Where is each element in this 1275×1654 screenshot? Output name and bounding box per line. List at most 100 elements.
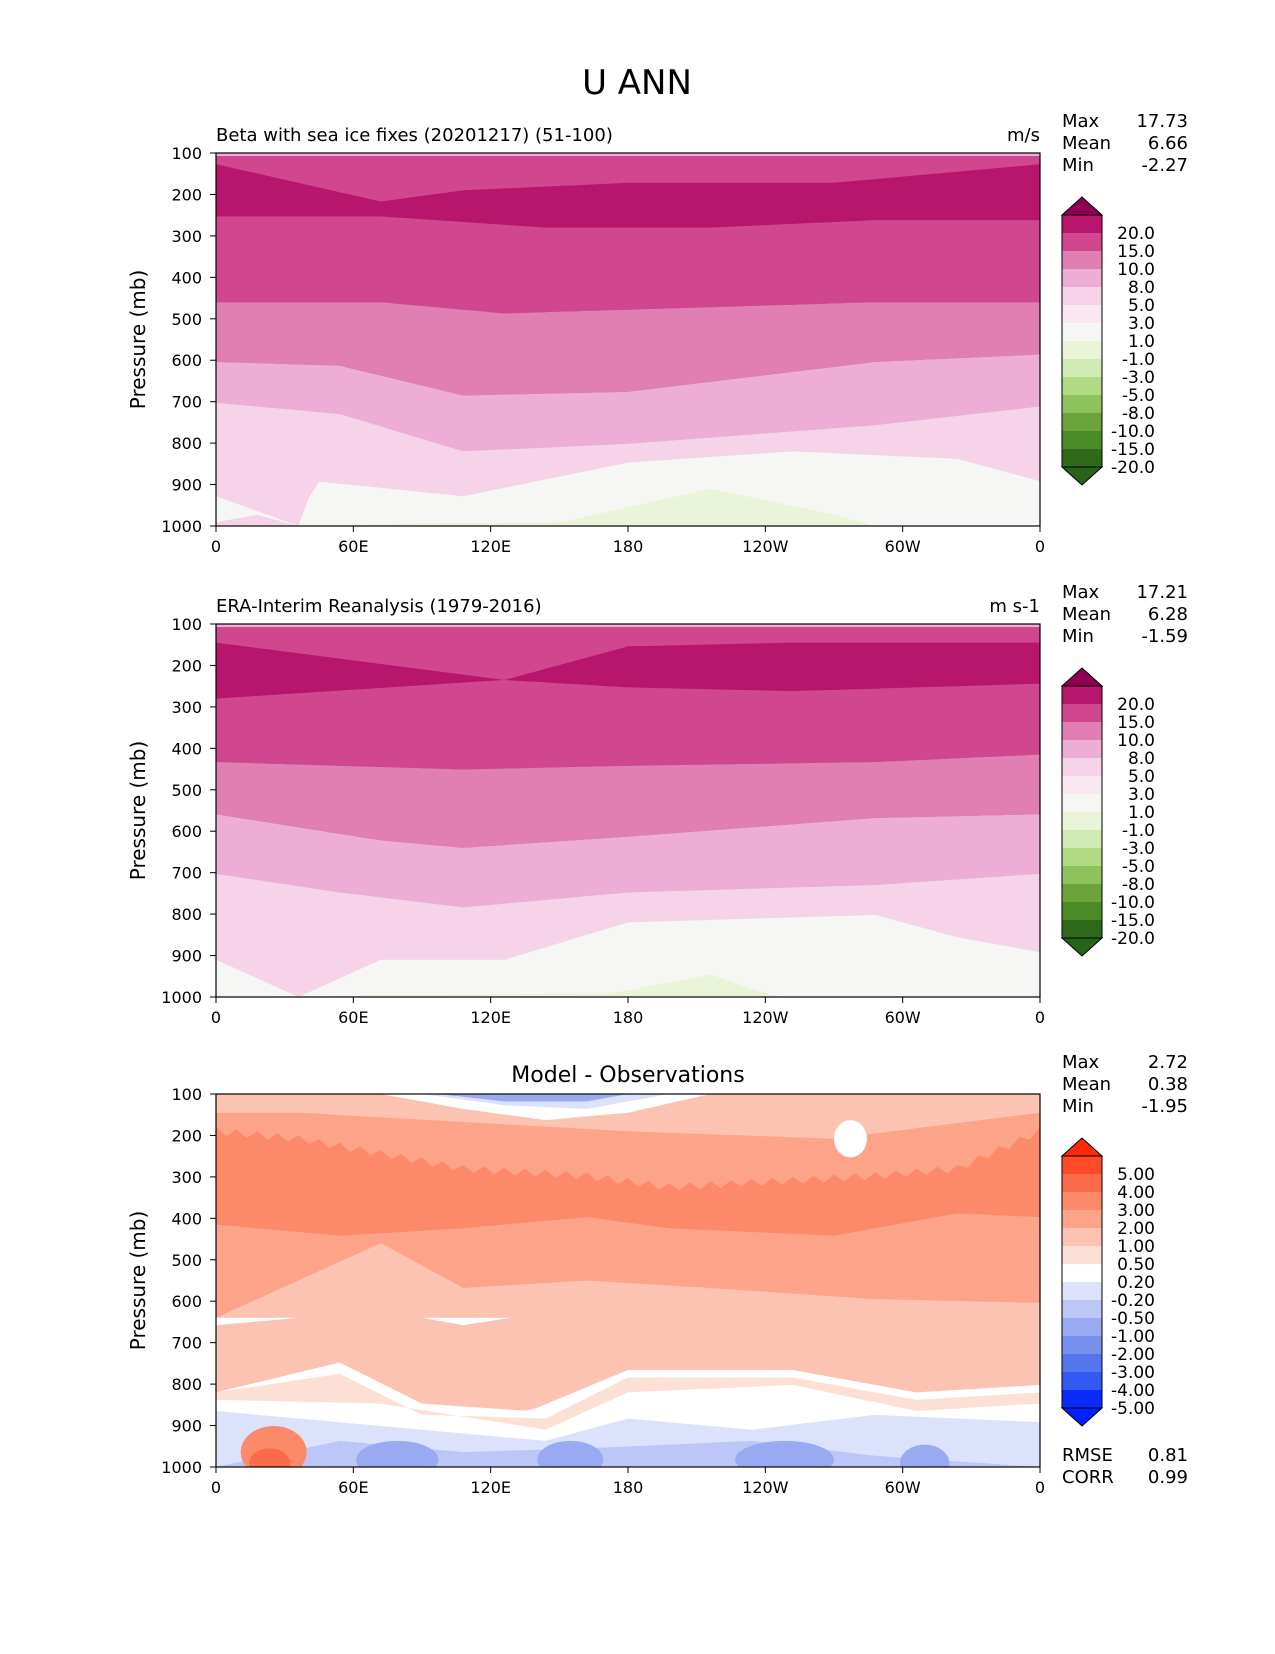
stat-label-mean: Mean: [1062, 1074, 1111, 1095]
colorbar-tick-label: -5.0: [1122, 857, 1155, 877]
stat-value-mean: 6.28: [1148, 604, 1188, 625]
colorbar-swatch: [1062, 830, 1102, 848]
colorbar-tick-label: 5.0: [1128, 767, 1155, 787]
contour-fill: [248, 1448, 291, 1467]
contour-fill-jet: [216, 642, 1040, 699]
y-tick-label: 500: [171, 781, 202, 800]
stat-label-rmse: RMSE: [1062, 1445, 1113, 1466]
colorbar-swatch: [1062, 287, 1102, 305]
colorbar-tick-label: 4.00: [1117, 1183, 1155, 1203]
y-tick-label: 700: [171, 393, 202, 412]
colorbar-swatch: [1062, 866, 1102, 884]
x-tick-label: 60W: [885, 537, 921, 556]
x-tick-label: 120E: [470, 1478, 511, 1497]
y-tick-label: 1000: [161, 988, 202, 1007]
colorbar-tick-label: -0.50: [1111, 1309, 1155, 1329]
colorbar-swatch: [1062, 233, 1102, 251]
x-tick-label: 0: [211, 1008, 221, 1027]
colorbar-tick-label: -3.00: [1111, 1363, 1155, 1383]
colorbar-extend-max: [1060, 196, 1104, 216]
colorbar-swatch: [1062, 1300, 1102, 1318]
colorbar-tick-label: 1.0: [1128, 332, 1155, 352]
figure-title: U ANN: [582, 63, 692, 103]
colorbar-tick-label: 8.0: [1128, 749, 1155, 769]
colorbar-extend-min: [1060, 466, 1104, 486]
colorbar-swatch: [1062, 449, 1102, 467]
colorbar-swatch: [1062, 902, 1102, 920]
contour-fill-jet: [216, 164, 1040, 228]
colorbar-swatch: [1062, 1390, 1102, 1408]
colorbar-swatch: [1062, 776, 1102, 794]
colorbar-swatch: [1062, 323, 1102, 341]
colorbar-swatch: [1062, 884, 1102, 902]
stat-value-max: 17.73: [1136, 111, 1188, 132]
colorbar-swatch: [1062, 305, 1102, 323]
contour-fill: [216, 1094, 1040, 1109]
colorbar-tick-label: -3.0: [1122, 839, 1155, 859]
y-tick-label: 400: [171, 1209, 202, 1228]
colorbar-tick-label: -3.0: [1122, 368, 1155, 388]
stat-label-mean: Mean: [1062, 133, 1111, 154]
y-tick-label: 100: [171, 144, 202, 163]
colorbar-tick-label: 0.50: [1117, 1255, 1155, 1275]
contour-fill: [216, 302, 1040, 396]
x-tick-label: 60E: [338, 1478, 368, 1497]
y-tick-label: 200: [171, 656, 202, 675]
colorbar-tick-label: -5.0: [1122, 386, 1155, 406]
colorbar-swatch: [1062, 395, 1102, 413]
contour-fill: [216, 402, 1040, 526]
colorbar-tick-label: 20.0: [1117, 695, 1155, 715]
colorbar-swatch: [1062, 269, 1102, 287]
y-tick-label: 900: [171, 476, 202, 495]
colorbar-frame: [1061, 685, 1103, 939]
contour-fill: [216, 488, 1040, 526]
y-tick-label: 100: [171, 615, 202, 634]
colorbar-swatch: [1062, 1228, 1102, 1246]
y-tick-label: 400: [171, 739, 202, 758]
y-axis-label: Pressure (mb): [126, 270, 150, 410]
colorbar-tick-label: -1.0: [1122, 821, 1155, 841]
colorbar-tick-label: -15.0: [1111, 440, 1155, 460]
colorbar-tick-label: 8.0: [1128, 278, 1155, 298]
colorbar-swatch: [1062, 1372, 1102, 1390]
contour-fill: [216, 873, 1040, 997]
contour-fill: [356, 1440, 439, 1467]
x-tick-label: 120W: [742, 537, 789, 556]
colorbar-tick-label: -20.0: [1111, 458, 1155, 478]
colorbar-extend-min: [1060, 1407, 1104, 1427]
colorbar-swatch: [1062, 1156, 1102, 1174]
colorbar-swatch: [1062, 812, 1102, 830]
x-tick-label: 0: [1035, 1478, 1045, 1497]
colorbar-frame: [1061, 214, 1103, 468]
colorbar-tick-label: -10.0: [1111, 422, 1155, 442]
colorbar-swatch: [1062, 413, 1102, 431]
colorbar-tick-label: 10.0: [1117, 260, 1155, 280]
colorbar-tick-label: 3.0: [1128, 314, 1155, 334]
y-tick-label: 800: [171, 1375, 202, 1394]
panel-title: Beta with sea ice fixes (20201217) (51-1…: [216, 125, 613, 146]
stat-value-max: 2.72: [1148, 1052, 1188, 1073]
colorbar-tick-label: 5.0: [1128, 296, 1155, 316]
contour-fill: [216, 1373, 1040, 1430]
y-tick-label: 200: [171, 185, 202, 204]
colorbar-swatch: [1062, 1210, 1102, 1228]
y-tick-label: 300: [171, 227, 202, 246]
y-tick-label: 500: [171, 1251, 202, 1270]
panel-title: ERA-Interim Reanalysis (1979-2016): [216, 596, 542, 617]
colorbar-tick-label: 1.0: [1128, 803, 1155, 823]
y-tick-label: 300: [171, 698, 202, 717]
colorbar-swatch: [1062, 377, 1102, 395]
x-tick-label: 120W: [742, 1478, 789, 1497]
colorbar-swatch: [1062, 215, 1102, 233]
colorbar-tick-label: 20.0: [1117, 224, 1155, 244]
contour-fill: [735, 1440, 834, 1467]
y-tick-label: 800: [171, 905, 202, 924]
panel-1: 100 200 300 400 500 600 700 800 900 1000 0 60E 120E 1…: [126, 111, 1188, 556]
colorbar-tick-label: 10.0: [1117, 731, 1155, 751]
y-axis-label: Pressure (mb): [126, 1211, 150, 1351]
x-tick-label: 180: [613, 1008, 644, 1027]
colorbar: 20.015.010.08.05.03.01.0-1.0-3.0-5.0-8.0…: [1060, 667, 1155, 957]
colorbar-tick-label: 15.0: [1117, 242, 1155, 262]
stat-label-corr: CORR: [1062, 1467, 1114, 1488]
